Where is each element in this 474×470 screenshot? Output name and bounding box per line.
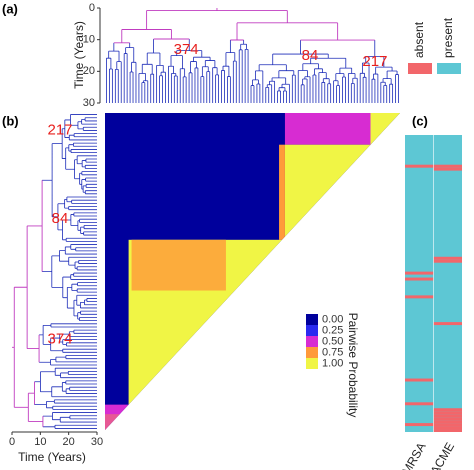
legend-swatch <box>306 314 318 325</box>
legend-tick-label: 0.00 <box>322 313 343 325</box>
clade-label: 374 <box>47 331 72 348</box>
tree-branches <box>106 39 399 103</box>
heat-block <box>284 113 371 145</box>
absent-cell <box>405 271 434 275</box>
legend-tick-label: 1.00 <box>322 357 343 369</box>
absent-cell <box>433 429 462 432</box>
absent-cell <box>405 277 434 281</box>
y-tick-label: 0 <box>89 2 95 14</box>
legend-tick-label: 0.25 <box>322 324 343 336</box>
legend-label: present <box>441 17 455 58</box>
x-tick-label: ACME <box>428 440 457 470</box>
panel-label: (c) <box>412 113 428 128</box>
legend-label: absent <box>412 21 426 58</box>
absent-cell <box>433 164 462 168</box>
absent-cell <box>433 408 462 412</box>
legend-tick-label: 0.50 <box>322 335 343 347</box>
panel-label: (a) <box>2 1 18 16</box>
absent-cell <box>433 426 462 430</box>
y-tick-label: 20 <box>83 65 95 77</box>
legend-title: Pairwise Probability <box>346 313 360 418</box>
tree-root-branches <box>12 180 44 427</box>
absent-cell <box>405 164 434 168</box>
heat-block <box>279 144 285 240</box>
legend-swatch <box>306 325 318 336</box>
x-axis-title: Time (Years) <box>18 450 86 464</box>
heat-block <box>105 414 120 430</box>
absent-cell <box>433 322 462 326</box>
absent-cell <box>433 411 462 415</box>
absent-cell <box>433 259 462 263</box>
absent-cell <box>433 417 462 421</box>
clade-label: 217 <box>362 53 387 70</box>
legend-swatch <box>306 358 318 369</box>
y-tick-label: 30 <box>83 97 95 109</box>
absent-cell <box>405 295 434 299</box>
present-column <box>433 135 462 432</box>
legend-swatch <box>437 63 461 74</box>
y-axis-title: Time (Years) <box>72 21 86 89</box>
absent-cell <box>433 167 462 171</box>
tree-branches <box>34 114 97 429</box>
absent-cell <box>405 402 434 406</box>
tree-root-branches <box>113 8 375 44</box>
legend-swatch <box>306 347 318 358</box>
absent-cell <box>433 414 462 418</box>
clade-label: 84 <box>52 210 69 227</box>
panel-label: (b) <box>2 113 19 128</box>
heat-block <box>284 144 371 237</box>
clade-label: 217 <box>47 121 72 138</box>
x-tick-label: 30 <box>91 436 103 448</box>
absent-cell <box>405 378 434 382</box>
legend-swatch <box>408 63 432 74</box>
heat-block <box>131 239 226 291</box>
heat-block <box>370 113 400 145</box>
absent-cell <box>433 423 462 427</box>
clade-label: 374 <box>174 41 199 58</box>
present-column <box>405 135 434 432</box>
absent-cell <box>433 420 462 424</box>
legend-tick-label: 0.75 <box>322 346 343 358</box>
x-tick-label: 10 <box>34 436 46 448</box>
clade-label: 84 <box>302 47 319 64</box>
y-tick-label: 10 <box>83 34 95 46</box>
x-tick-label: 20 <box>63 436 75 448</box>
x-tick-label: MRSA <box>399 440 428 470</box>
legend-swatch <box>306 336 318 347</box>
absent-cell <box>433 256 462 260</box>
absent-cell <box>405 423 434 427</box>
x-tick-label: 0 <box>9 436 15 448</box>
